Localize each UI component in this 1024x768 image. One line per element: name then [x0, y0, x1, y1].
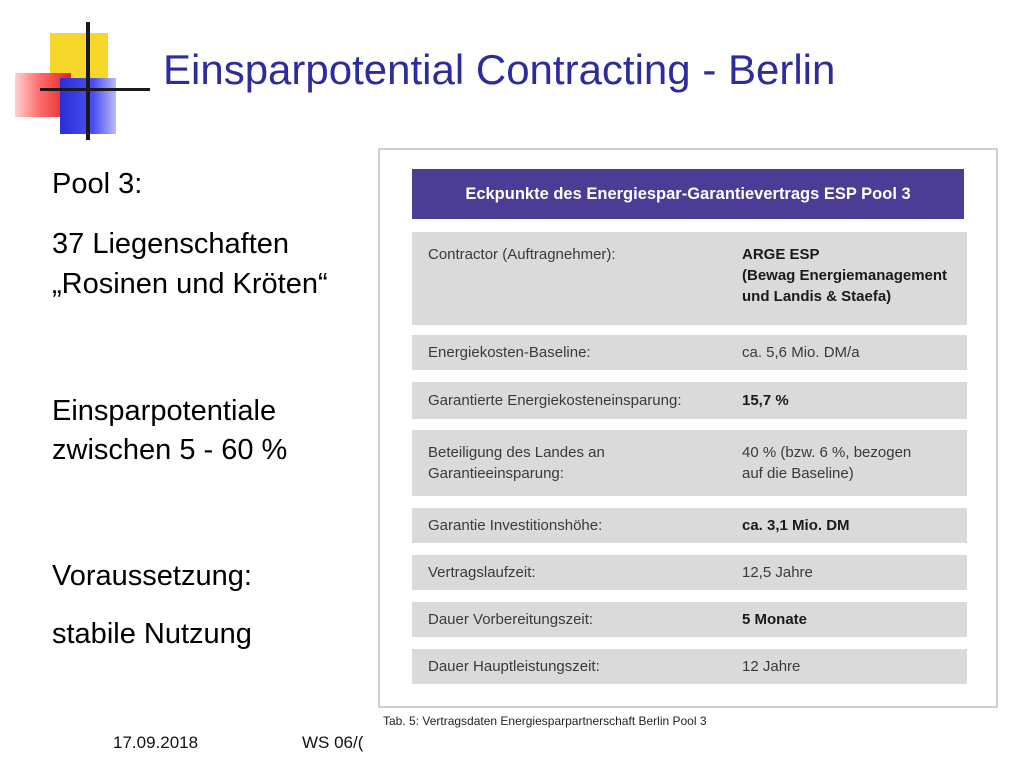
row-value: 12,5 Jahre: [742, 562, 813, 583]
row-label: Garantie Investitionshöhe:: [428, 515, 602, 536]
properties-line-1: 37 Liegenschaften: [52, 228, 290, 260]
row-label-line: Beteiligung des Landes an: [428, 444, 605, 461]
contract-data-table: Eckpunkte des Energiespar-Garantievertra…: [378, 148, 998, 708]
row-label: Beteiligung des Landes an Garantieeinspar…: [428, 442, 605, 484]
row-value-line: 12,5 Jahre: [742, 564, 813, 581]
decorative-logo: [0, 0, 160, 145]
row-label-line: Garantierte Energiekosteneinsparung:: [428, 392, 682, 409]
logo-horizontal-line: [40, 88, 150, 91]
slide-title: Einsparpotential Contracting - Berlin: [163, 46, 836, 93]
requirement-value: stabile Nutzung: [52, 618, 252, 650]
table-row: Garantie Investitionshöhe: ca. 3,1 Mio. D…: [412, 508, 967, 543]
properties-line-2: „Rosinen und Kröten“: [52, 268, 328, 300]
row-label-line: Dauer Vorbereitungszeit:: [428, 611, 594, 628]
row-value: ca. 5,6 Mio. DM/a: [742, 342, 860, 363]
row-value: 40 % (bzw. 6 %, bezogen auf die Baseline): [742, 442, 911, 484]
table-row: Beteiligung des Landes an Garantieeinspar…: [412, 430, 967, 496]
table-row: Contractor (Auftragnehmer): ARGE ESP (Bewa…: [412, 232, 967, 325]
row-value-line: auf die Baseline): [742, 465, 854, 482]
row-value: 5 Monate: [742, 609, 807, 630]
row-value-line: 5 Monate: [742, 611, 808, 628]
potential-line-1: Einsparpotentiale: [52, 395, 277, 427]
row-value: 15,7 %: [742, 390, 789, 411]
footer-semester: WS 06/(: [302, 733, 364, 752]
row-label-line: Energiekosten-Baseline:: [428, 344, 591, 361]
table-row: Dauer Hauptleistungszeit: 12 Jahre: [412, 649, 967, 684]
row-value-line: und Landis & Staefa): [742, 288, 892, 305]
pool-label: Pool 3:: [52, 168, 143, 200]
footer-date: 17.09.2018: [113, 733, 199, 752]
row-value: 12 Jahre: [742, 656, 800, 677]
row-value: ca. 3,1 Mio. DM: [742, 515, 850, 536]
row-label-line: Garantieeinsparung:: [428, 465, 564, 482]
row-label: Energiekosten-Baseline:: [428, 342, 591, 363]
row-label-line: Dauer Hauptleistungszeit:: [428, 658, 600, 675]
table-caption: Tab. 5: Vertragsdaten Energiesparpartner…: [383, 714, 707, 728]
table-row: Dauer Vorbereitungszeit: 5 Monate: [412, 602, 967, 637]
row-label-line: Garantie Investitionshöhe:: [428, 517, 603, 534]
row-value-line: ca. 5,6 Mio. DM/a: [742, 344, 860, 361]
row-value: ARGE ESP (Bewag Energiemanagement und Land…: [742, 244, 947, 307]
row-label: Contractor (Auftragnehmer):: [428, 244, 616, 265]
row-label: Garantierte Energiekosteneinsparung:: [428, 390, 682, 411]
row-label: Vertragslaufzeit:: [428, 562, 536, 583]
logo-vertical-line: [86, 22, 90, 140]
table-row: Garantierte Energiekosteneinsparung: 15,7…: [412, 382, 967, 419]
table-row: Energiekosten-Baseline: ca. 5,6 Mio. DM/a: [412, 335, 967, 370]
row-label: Dauer Vorbereitungszeit:: [428, 609, 593, 630]
row-value-line: (Bewag Energiemanagement: [742, 267, 948, 284]
requirement-label: Voraussetzung:: [52, 560, 252, 592]
row-value-line: ca. 3,1 Mio. DM: [742, 517, 850, 534]
row-value-line: 12 Jahre: [742, 658, 801, 675]
table-row: Vertragslaufzeit: 12,5 Jahre: [412, 555, 967, 590]
row-value-line: 15,7 %: [742, 392, 789, 409]
potential-line-2: zwischen 5 - 60 %: [52, 434, 288, 466]
row-label-line: Vertragslaufzeit:: [428, 564, 536, 581]
row-value-line: ARGE ESP: [742, 246, 820, 263]
row-label: Dauer Hauptleistungszeit:: [428, 656, 600, 677]
row-value-line: 40 % (bzw. 6 %, bezogen: [742, 444, 912, 461]
table-header: Eckpunkte des Energiespar-Garantievertra…: [412, 169, 964, 219]
row-label-line: Contractor (Auftragnehmer):: [428, 246, 616, 263]
